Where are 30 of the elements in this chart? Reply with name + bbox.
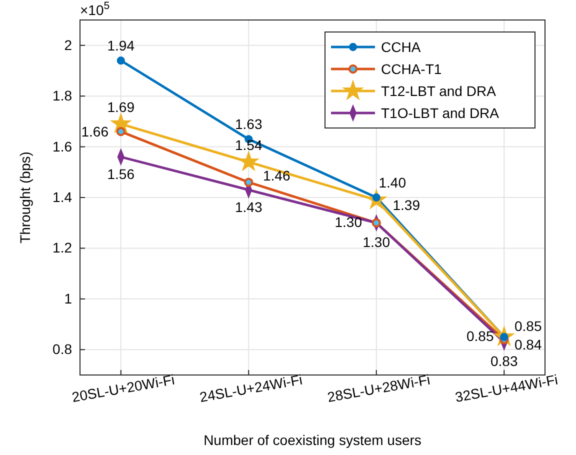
data-label: 1.40 — [378, 174, 406, 190]
data-label: 1.54 — [235, 137, 262, 153]
legend-label: CCHA-T1 — [381, 61, 442, 77]
data-label: 0.83 — [490, 353, 518, 370]
y-tick-label: 1.8 — [52, 88, 72, 104]
data-label: 1.66 — [81, 124, 109, 140]
data-label: 1.30 — [334, 214, 362, 230]
data-label: 0.85 — [466, 328, 494, 344]
y-tick-label: 2 — [64, 36, 72, 53]
y-axis-title: Throught (bps) — [17, 152, 33, 244]
x-axis-title: Number of coexisting system users — [204, 432, 422, 448]
data-label: 1.94 — [107, 38, 135, 54]
y-tick-label: 1.4 — [52, 188, 72, 205]
data-label: 0.84 — [514, 336, 542, 352]
legend-label: T1O-LBT and DRA — [381, 105, 500, 121]
data-label: 1.30 — [362, 234, 390, 250]
text: ×10$^{5}$ — [80, 0, 110, 18]
legend-label: T12-LBT and DRA — [381, 83, 497, 99]
y-tick-label: 1 — [64, 290, 72, 306]
data-label: 0.85 — [514, 318, 542, 334]
data-label: 1.46 — [263, 167, 290, 184]
y-tick-label: 0.8 — [52, 341, 72, 358]
data-label: 1.39 — [392, 197, 420, 214]
data-label: 1.56 — [107, 166, 135, 182]
legend-label: CCHA — [381, 39, 422, 55]
y-tick-label: 1.2 — [52, 240, 72, 256]
data-label: 1.43 — [235, 198, 262, 215]
y-tick-label: 1.6 — [52, 138, 72, 154]
data-label: 1.63 — [235, 116, 262, 132]
data-label: 1.69 — [107, 98, 135, 115]
